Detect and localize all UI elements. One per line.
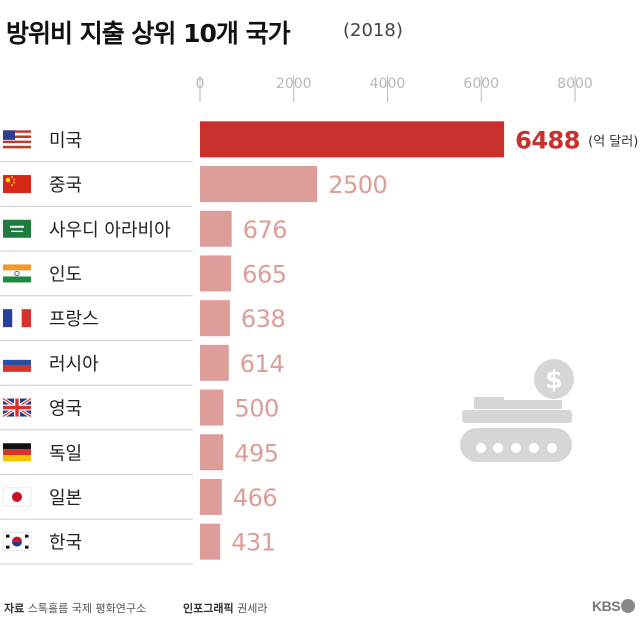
x-tick-label: 2000 xyxy=(276,76,312,92)
value-label: 495 xyxy=(234,439,278,467)
country-label: 영국 xyxy=(49,399,82,420)
china-flag-icon xyxy=(3,175,31,194)
bar xyxy=(200,478,222,515)
value-label: 2500 xyxy=(328,171,387,199)
bar xyxy=(200,166,318,203)
value-label: 6488 xyxy=(515,126,580,154)
kbs-logo: KBS xyxy=(592,598,636,614)
country-label: 미국 xyxy=(49,130,82,151)
uk-flag-icon xyxy=(2,397,32,419)
france-flag-icon xyxy=(3,309,31,328)
bar xyxy=(200,300,230,337)
japan-flag-icon xyxy=(2,487,32,507)
bar xyxy=(200,523,221,560)
chart-title: 방위비 지출 상위 10개 국가 xyxy=(6,19,291,48)
country-label: 한국 xyxy=(49,533,82,554)
value-label: 431 xyxy=(231,529,275,557)
bar xyxy=(200,389,224,426)
korea-flag-icon xyxy=(2,532,32,551)
country-label: 러시아 xyxy=(49,354,99,375)
bar xyxy=(200,210,232,247)
saudi-flag-icon xyxy=(3,219,31,238)
svg-text:$: $ xyxy=(545,365,562,394)
country-label: 인도 xyxy=(49,264,82,285)
tank-dollar-icon: $ xyxy=(460,359,574,462)
value-label: 676 xyxy=(243,216,287,244)
source-note: 자료 스톡홀름 국제 평화연구소 xyxy=(4,602,147,615)
russia-flag-icon xyxy=(3,353,31,372)
bar xyxy=(200,434,224,471)
country-label: 일본 xyxy=(49,488,82,509)
value-label: 500 xyxy=(234,395,278,423)
country-label: 독일 xyxy=(49,443,82,464)
country-label: 사우디 아라비아 xyxy=(49,220,171,241)
us-flag-icon xyxy=(3,130,31,149)
x-tick-label: 6000 xyxy=(463,76,499,92)
chart-subtitle: (2018) xyxy=(343,20,403,41)
x-tick-label: 4000 xyxy=(370,76,406,92)
x-tick-label: 0 xyxy=(196,76,205,92)
x-tick-label: 8000 xyxy=(557,76,593,92)
credit-note: 인포그래픽 권세라 xyxy=(183,602,268,615)
country-label: 프랑스 xyxy=(49,309,99,330)
india-flag-icon xyxy=(3,264,31,283)
germany-flag-icon xyxy=(3,443,31,462)
bar xyxy=(200,344,229,381)
bar xyxy=(200,121,505,158)
value-label: 466 xyxy=(233,484,277,512)
bar xyxy=(200,255,232,292)
unit-label: (억 달러) xyxy=(588,134,638,149)
country-label: 중국 xyxy=(49,175,82,196)
value-label: 665 xyxy=(242,260,286,288)
value-label: 638 xyxy=(241,305,285,333)
value-label: 614 xyxy=(240,350,284,378)
